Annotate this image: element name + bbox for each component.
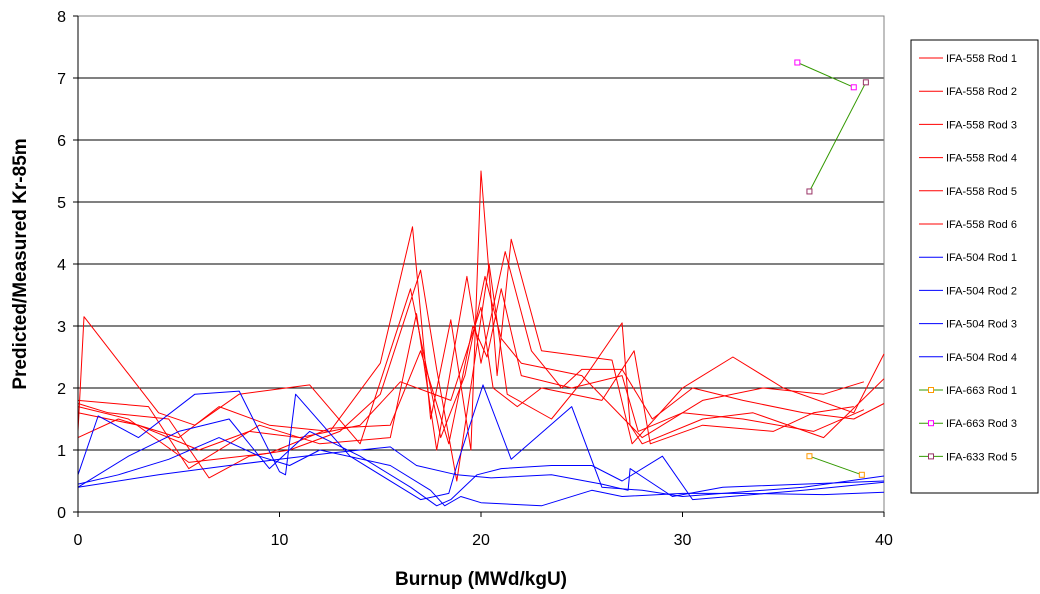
series-line-4 (77, 306, 854, 451)
y-tick-label-8: 8 (57, 9, 66, 26)
legend-label-4: IFA-558 Rod 5 (946, 186, 1017, 198)
legend-label-11: IFA-663 Rod 3 (946, 418, 1017, 430)
axes: 0 1 2 3 4 5 6 7 8 0 10 20 30 40 (57, 9, 893, 549)
series-10-point-0 (806, 453, 813, 460)
y-tick-label-4: 4 (57, 257, 66, 274)
series-11-point-0 (794, 59, 801, 66)
legend-label-5: IFA-558 Rod 6 (946, 219, 1017, 231)
x-tick-label-2: 20 (472, 532, 490, 549)
x-tick-label-3: 30 (674, 532, 692, 549)
legend-marker-11 (928, 420, 934, 427)
y-tick-label-3: 3 (57, 319, 66, 336)
series-12-point-1 (862, 79, 869, 86)
y-tick-label-0: 0 (57, 505, 66, 522)
legend-box (910, 39, 1039, 494)
series-line-7 (77, 418, 885, 507)
x-tick-label-0: 0 (74, 532, 83, 549)
gridlines (78, 77, 884, 451)
series-line-5 (77, 288, 865, 463)
series-line-2 (77, 251, 885, 470)
series-line-10 (809, 455, 862, 476)
x-tick-label-1: 10 (271, 532, 289, 549)
legend-label-10: IFA-663 Rod 1 (946, 385, 1017, 397)
x-axis-title: Burnup (MWd/kgU) (395, 569, 567, 590)
series-line-1 (77, 170, 885, 451)
series-12-point-0 (806, 188, 813, 195)
legend-label-9: IFA-504 Rod 4 (946, 352, 1017, 364)
legend-marker-12 (928, 453, 934, 460)
legend-label-8: IFA-504 Rod 3 (946, 319, 1017, 331)
series-line-9 (77, 446, 885, 497)
x-tick-label-4: 40 (875, 532, 893, 549)
series-10-point-1 (858, 471, 865, 478)
y-tick-label-7: 7 (57, 71, 66, 88)
series-line-6 (77, 384, 885, 501)
legend-label-0: IFA-558 Rod 1 (946, 53, 1017, 65)
legend-label-2: IFA-558 Rod 3 (946, 119, 1017, 131)
legend-label-6: IFA-504 Rod 1 (946, 252, 1017, 264)
series-line-11 (797, 62, 855, 88)
y-tick-label-6: 6 (57, 133, 66, 150)
series-line-8 (77, 437, 885, 507)
series-group (77, 59, 885, 507)
y-tick-label-5: 5 (57, 195, 66, 212)
y-tick-label-2: 2 (57, 381, 66, 398)
legend-label-12: IFA-633 Rod 5 (946, 451, 1017, 463)
legend: IFA-558 Rod 1 IFA-558 Rod 2 IFA-558 Rod 3 I… (910, 39, 1039, 494)
legend-marker-10 (928, 387, 934, 393)
series-11-point-1 (850, 84, 857, 91)
y-axis-title: Predicted/Measured Kr-85m (10, 138, 31, 389)
series-line-3 (77, 263, 885, 482)
legend-label-3: IFA-558 Rod 4 (946, 153, 1017, 165)
legend-label-1: IFA-558 Rod 2 (946, 86, 1017, 98)
series-line-12 (808, 82, 867, 192)
legend-label-7: IFA-504 Rod 2 (946, 285, 1017, 297)
y-tick-label-1: 1 (57, 443, 66, 460)
